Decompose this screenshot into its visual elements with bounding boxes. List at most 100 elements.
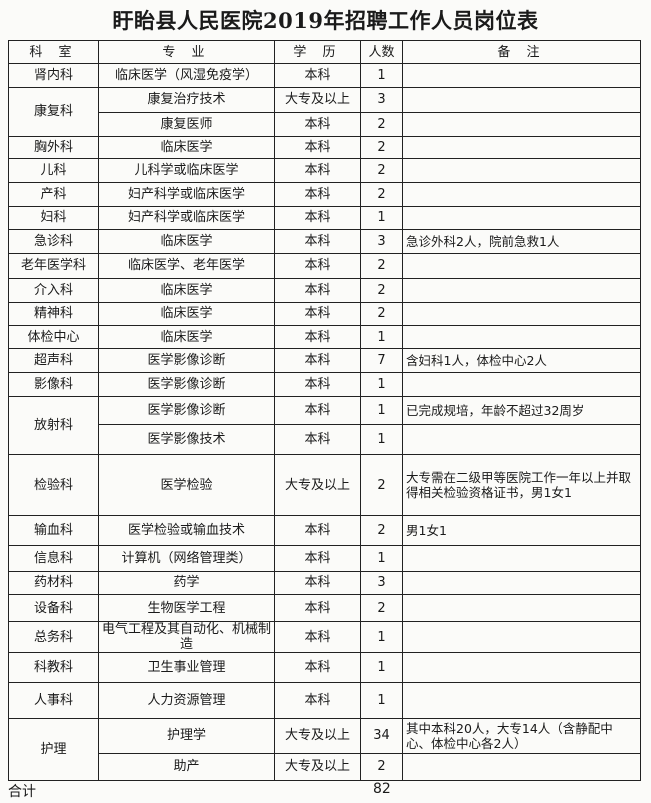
note-cell [402,63,641,88]
count-cell: 1 [360,396,403,425]
table-row: 放射科 医学影像诊断 本科 1 已完成规培，年龄不超过32周岁 [8,396,641,455]
education-cell: 本科 [274,229,361,254]
count-cell: 1 [360,682,403,719]
table-row: 检验科 医学检验 大专及以上 2 大专需在二级甲等医院工作一年以上并取得相关检验资格证书… [8,454,641,516]
table-row: 总务科 电气工程及其自动化、机械制造 本科 1 [8,621,641,653]
dept-cell: 胸外科 [8,135,99,159]
count-cell: 34 [360,717,403,754]
note-cell: 急诊外科2人，院前急救1人 [402,229,641,254]
table-row: 药材科 药学 本科 3 [8,570,641,595]
table-row: 输血科 医学检验或输血技术 本科 2 男1女1 [8,515,641,546]
count-cell: 2 [360,515,403,546]
note-cell [402,652,641,683]
dept-cell: 药材科 [8,570,99,595]
note-cell [402,621,641,653]
major-cell: 康复治疗技术 [98,87,275,113]
dept-cell: 输血科 [8,515,99,546]
education-cell: 本科 [274,158,361,183]
table-row: 急诊科 临床医学 本科 3 急诊外科2人，院前急救1人 [8,229,641,254]
major-cell: 药学 [98,570,275,595]
major-cell: 医学影像诊断 [98,371,275,397]
count-cell: 3 [360,570,403,595]
dept-cell: 产科 [8,181,99,207]
count-cell: 2 [360,253,403,279]
major-cell: 临床医学 [98,277,275,303]
dept-cell: 检验科 [8,454,99,516]
count-cell: 1 [360,545,403,572]
note-cell [402,325,641,349]
education-cell: 本科 [274,348,361,373]
note-cell [402,371,641,397]
count-cell: 2 [360,594,403,622]
table-row: 超声科 医学影像诊断 本科 7 含妇科1人，体检中心2人 [8,348,641,373]
table-row: 妇科 妇产科学或临床医学 本科 1 [8,205,641,230]
major-cell: 生物医学工程 [98,594,275,622]
dept-cell: 设备科 [8,594,99,622]
dept-cell: 科教科 [8,652,99,683]
dept-cell: 影像科 [8,371,99,397]
major-cell: 临床医学 [98,325,275,349]
header-major: 专 业 [98,40,275,64]
count-cell: 2 [360,454,403,516]
note-cell: 其中本科20人，大专14人（含静配中心、体检中心各2人） [402,717,641,754]
count-cell: 2 [360,158,403,183]
count-cell: 2 [360,277,403,303]
dept-cell: 儿科 [8,158,99,183]
page-title: 盱眙县人民医院2019年招聘工作人员岗位表 [112,8,539,33]
dept-cell: 信息科 [8,545,99,572]
count-cell: 3 [360,87,403,113]
count-cell: 1 [360,371,403,397]
education-cell: 本科 [274,111,361,137]
major-cell: 妇产科学或临床医学 [98,181,275,207]
count-cell: 2 [360,301,403,326]
education-cell: 本科 [274,594,361,622]
recruitment-table: 科 室 专 业 学 历 人数 备 注 肾内科 临床医学（风湿免疫学） 本科 1 康复科康… [8,40,641,781]
total-label: 合计 [8,784,36,800]
major-cell: 临床医学 [98,301,275,326]
education-cell: 本科 [274,325,361,349]
dept-cell: 总务科 [8,621,99,653]
education-cell: 本科 [274,253,361,279]
table-row: 护理 护理学 大专及以上 34 其中本科20人，大专14人（含静配中心、体检中心各2人） [8,717,641,781]
count-cell: 2 [360,752,403,781]
note-cell [402,570,641,595]
education-cell: 本科 [274,63,361,88]
note-cell [402,682,641,719]
count-cell: 1 [360,621,403,653]
table-header-row: 科 室 专 业 学 历 人数 备 注 [8,40,641,64]
note-cell: 大专需在二级甲等医院工作一年以上并取得相关检验资格证书，男1女1 [402,454,641,516]
count-cell: 2 [360,181,403,207]
table-row: 康复医师 本科 2 [9,111,641,137]
count-cell: 1 [360,652,403,683]
major-cell: 助产 [98,752,275,781]
major-cell: 人力资源管理 [98,682,275,719]
education-cell: 本科 [274,621,361,653]
major-cell: 医学影像技术 [98,424,275,455]
dept-cell: 介入科 [8,277,99,303]
dept-cell: 肾内科 [8,63,99,88]
table-row: 科教科 卫生事业管理 本科 1 [8,652,641,683]
dept-cell: 妇科 [8,205,99,230]
major-cell: 妇产科学或临床医学 [98,205,275,230]
education-cell: 本科 [274,515,361,546]
count-cell: 1 [360,63,403,88]
dept-cell: 超声科 [8,348,99,373]
table-row: 设备科 生物医学工程 本科 2 [8,594,641,622]
table-row: 医学影像技术 本科 1 [9,424,641,455]
dept-cell: 急诊科 [8,229,99,254]
note-cell [402,594,641,622]
header-dept: 科 室 [8,40,99,64]
education-cell: 本科 [274,205,361,230]
total-value: 82 [373,781,391,797]
note-cell [402,205,641,230]
major-cell: 医学影像诊断 [98,348,275,373]
note-cell [402,87,641,113]
note-cell: 已完成规培，年龄不超过32周岁 [402,396,641,425]
major-cell: 临床医学、老年医学 [98,253,275,279]
education-cell: 本科 [274,396,361,425]
major-cell: 护理学 [98,717,275,754]
note-cell [402,752,641,781]
table-row: 儿科 儿科学或临床医学 本科 2 [8,158,641,183]
dept-cell: 康复科 [8,87,99,137]
education-cell: 本科 [274,682,361,719]
